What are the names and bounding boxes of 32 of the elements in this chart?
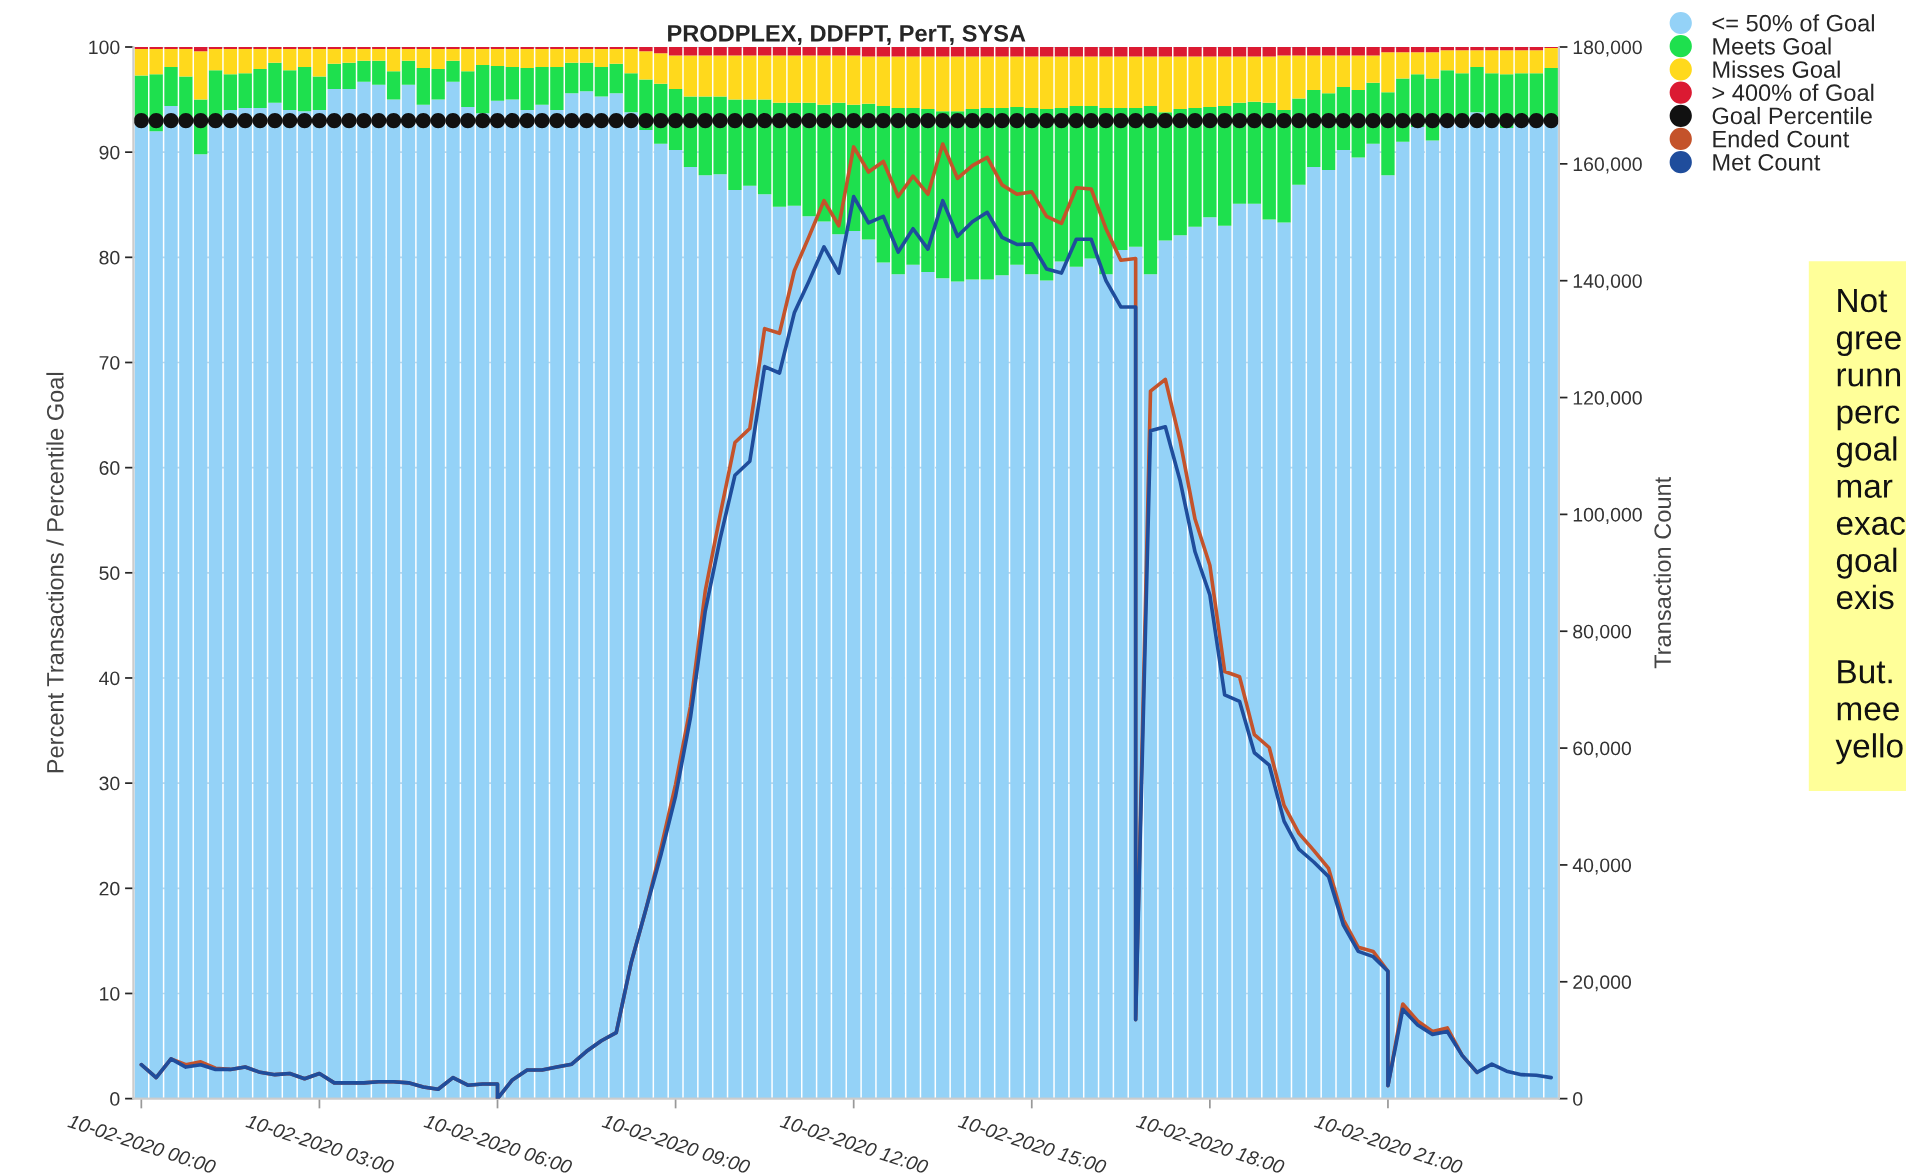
y2-tick-label: 0 [1573, 1092, 1583, 1106]
chart-title: PRODPLEX, DDFPT, PerT, SYSA [668, 24, 1026, 46]
y2-tick-label: 40,000 [1572, 858, 1632, 875]
y-tick-label: 80 [99, 250, 120, 265]
y2-tick-label: 180,000 [1573, 40, 1642, 57]
legend-label: Goal Percentile [1712, 106, 1872, 125]
legend-label: Ended Count [1713, 130, 1850, 148]
legend-label: Meets Goal [1713, 37, 1831, 55]
legend-label: Met Count [1713, 153, 1821, 171]
legend-label: > 400% of Goal [1712, 83, 1874, 102]
y-tick-label: 10 [100, 986, 120, 1001]
y-axis-title: Percent Transactions / Percentile Goal [46, 372, 64, 773]
y-tick-label: 70 [99, 355, 120, 370]
y-tick-label: 90 [99, 145, 120, 160]
y-tick-label: 50 [99, 566, 120, 581]
y-tick-label: 20 [99, 881, 120, 896]
y-tick-label: 30 [99, 776, 120, 791]
legend-label: Misses Goal [1713, 60, 1840, 78]
text: Not gree runn perc goal mar exac goal exis But. mee yello [1835, 289, 1906, 765]
y2-tick-label: 60,000 [1573, 741, 1632, 758]
y2-tick-label: 100,000 [1573, 507, 1642, 524]
y2-tick-label: 140,000 [1573, 274, 1642, 291]
y-tick-label: 60 [99, 461, 120, 475]
y2-axis-title: Transaction Count [1653, 476, 1672, 669]
y-tick-label: 100 [89, 40, 120, 55]
y2-tick-label: 80,000 [1573, 624, 1632, 641]
y-tick-label: 0 [110, 1092, 120, 1106]
legend-label: <= 50% of Goal [1712, 14, 1874, 32]
y-tick-label: 40 [99, 671, 120, 686]
y2-tick-label: 20,000 [1573, 975, 1632, 992]
y2-tick-label: 120,000 [1573, 391, 1642, 408]
y2-tick-label: 160,000 [1573, 157, 1642, 174]
